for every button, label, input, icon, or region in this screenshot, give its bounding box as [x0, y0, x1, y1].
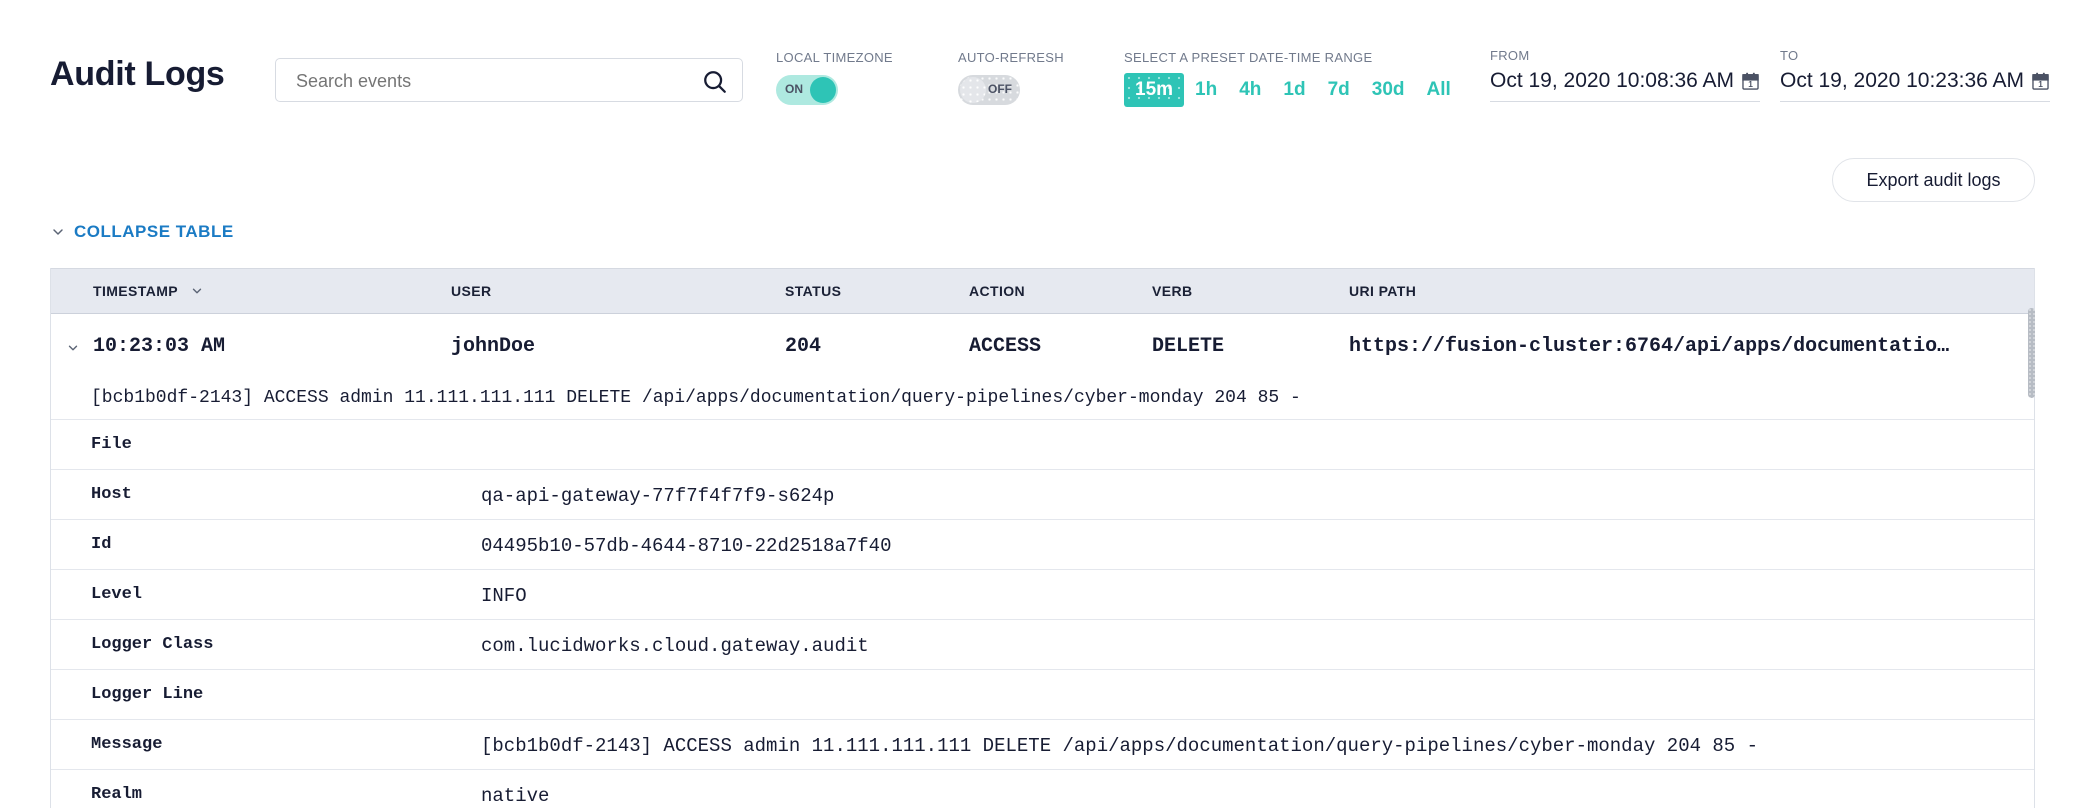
svg-text:1: 1	[1748, 79, 1753, 89]
svg-text:1: 1	[2038, 79, 2043, 89]
